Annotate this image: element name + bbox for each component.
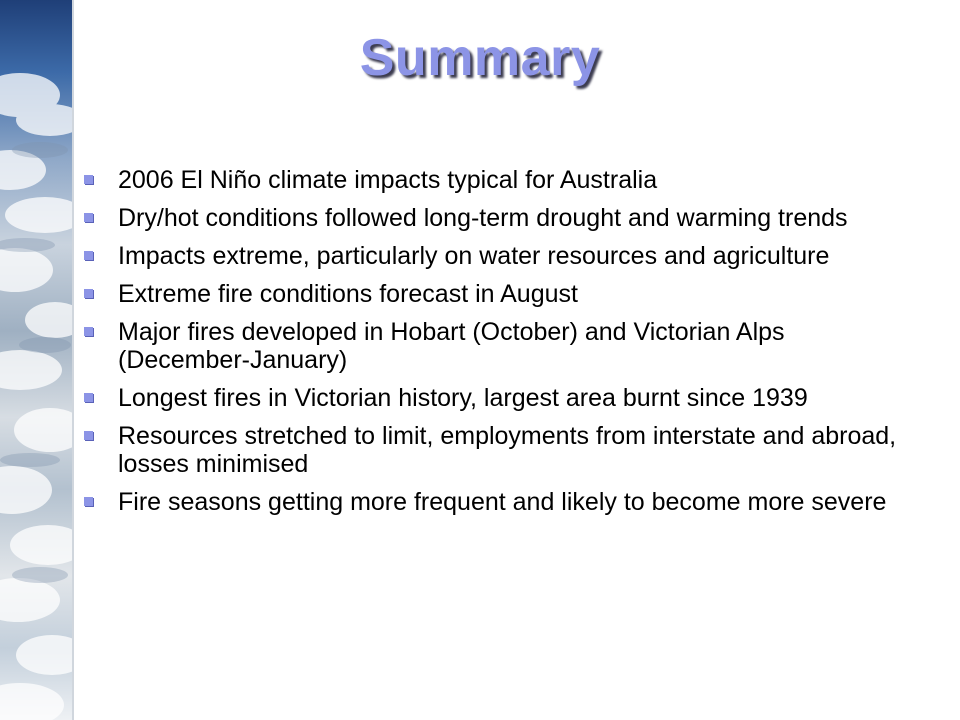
- square-bullet-icon: [84, 431, 93, 440]
- bullet-text: Dry/hot conditions followed long-term dr…: [118, 204, 848, 232]
- bullet-item: Fire seasons getting more frequent and l…: [84, 488, 920, 516]
- bullet-text: Longest fires in Victorian history, larg…: [118, 384, 808, 412]
- bullet-text: Fire seasons getting more frequent and l…: [118, 488, 887, 516]
- bullet-item: Impacts extreme, particularly on water r…: [84, 242, 920, 270]
- square-bullet-icon: [84, 289, 93, 298]
- square-bullet-icon: [84, 213, 93, 222]
- square-bullet-icon: [84, 393, 93, 402]
- square-bullet-icon: [84, 497, 93, 506]
- bullet-item: Longest fires in Victorian history, larg…: [84, 384, 920, 412]
- bullet-text: Extreme fire conditions forecast in Augu…: [118, 280, 578, 308]
- bullet-list: 2006 El Niño climate impacts typical for…: [84, 166, 920, 526]
- bullet-item: Dry/hot conditions followed long-term dr…: [84, 204, 920, 232]
- strip-divider: [72, 0, 74, 720]
- bullet-item: Major fires developed in Hobart (October…: [84, 318, 920, 374]
- slide-title: Summary: [359, 29, 601, 87]
- bullet-item: Extreme fire conditions forecast in Augu…: [84, 280, 920, 308]
- bullet-item: Resources stretched to limit, employment…: [84, 422, 920, 478]
- bullet-item: 2006 El Niño climate impacts typical for…: [84, 166, 920, 194]
- square-bullet-icon: [84, 327, 93, 336]
- cloud-sky-image: [0, 0, 72, 720]
- bullet-text: Major fires developed in Hobart (October…: [118, 318, 785, 374]
- bullet-text: Impacts extreme, particularly on water r…: [118, 242, 830, 270]
- square-bullet-icon: [84, 175, 93, 184]
- bullet-text: Resources stretched to limit, employment…: [118, 422, 897, 478]
- square-bullet-icon: [84, 251, 93, 260]
- bullet-text: 2006 El Niño climate impacts typical for…: [118, 166, 658, 194]
- cloud-sky-graphic: [0, 73, 72, 720]
